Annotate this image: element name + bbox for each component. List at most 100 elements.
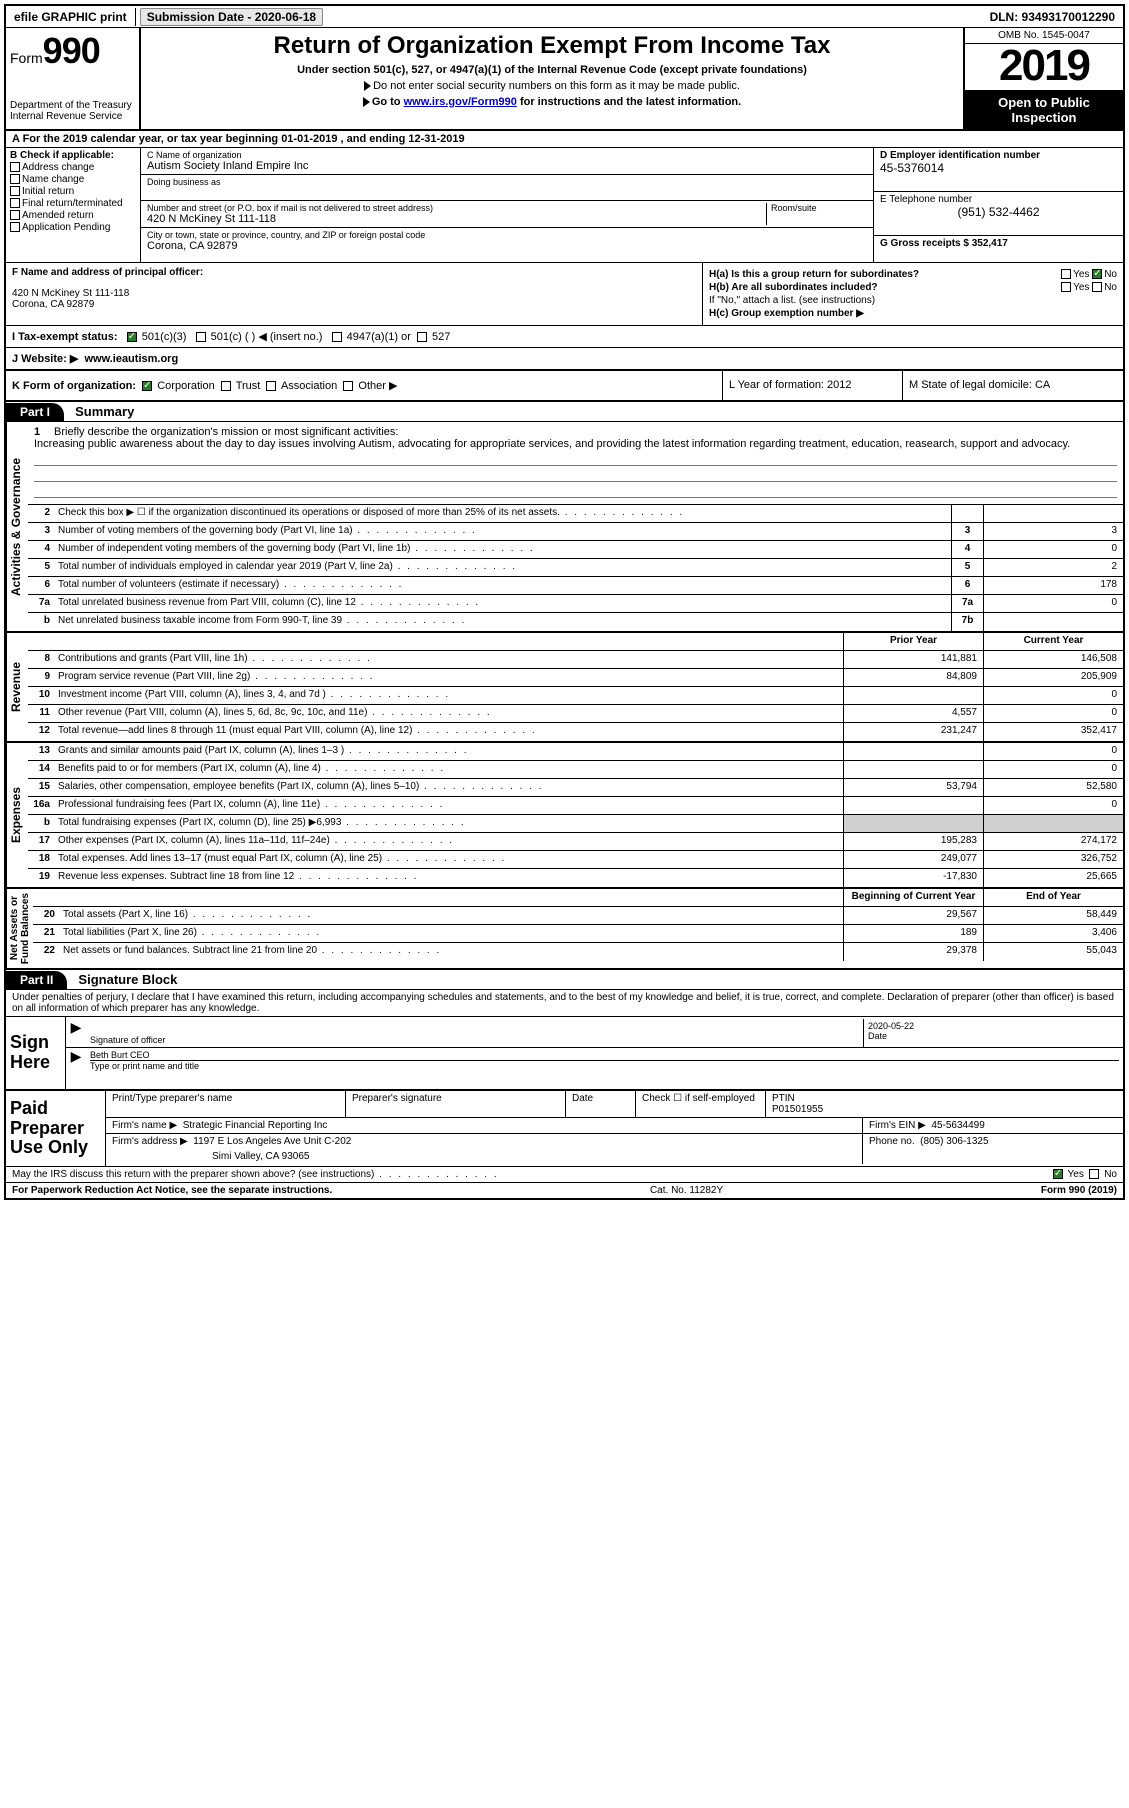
ein-val: 45-5376014	[880, 161, 1117, 175]
header-mid: Return of Organization Exempt From Incom…	[141, 28, 963, 129]
summary-line: 21 Total liabilities (Part X, line 26) 1…	[33, 925, 1123, 943]
chk-other[interactable]	[343, 381, 353, 391]
tel-val: (951) 532-4462	[880, 205, 1117, 219]
current-year-hdr: Current Year	[983, 633, 1123, 650]
footer-right: Form 990 (2019)	[1041, 1185, 1117, 1196]
sig-date-label: Date	[868, 1031, 1119, 1041]
subtitle-2: Do not enter social security numbers on …	[147, 80, 957, 92]
summary-line: 11 Other revenue (Part VIII, column (A),…	[28, 705, 1123, 723]
check-self-employed[interactable]: Check ☐ if self-employed	[636, 1091, 766, 1117]
rev-header-row: Prior Year Current Year	[28, 633, 1123, 651]
paid-preparer-section: Paid Preparer Use Only Print/Type prepar…	[6, 1091, 1123, 1167]
discuss-yes[interactable]	[1053, 1169, 1063, 1179]
dept-treasury: Department of the Treasury Internal Reve…	[10, 100, 135, 122]
prep-date-lbl: Date	[566, 1091, 636, 1117]
summary-line: 8 Contributions and grants (Part VIII, l…	[28, 651, 1123, 669]
part-i-title: Summary	[67, 402, 142, 421]
footer-left: For Paperwork Reduction Act Notice, see …	[12, 1185, 332, 1196]
firm-addr-label: Firm's address ▶	[112, 1136, 188, 1147]
tax-exempt-status: I Tax-exempt status: 501(c)(3) 501(c) ( …	[6, 326, 1123, 348]
activities-governance: Activities & Governance 1Briefly describ…	[6, 422, 1123, 633]
state-domicile: M State of legal domicile: CA	[903, 371, 1123, 400]
hb-yes[interactable]	[1061, 282, 1071, 292]
summary-line: 19 Revenue less expenses. Subtract line …	[28, 869, 1123, 887]
b-label: B Check if applicable:	[10, 150, 136, 161]
summary-line: b Net unrelated business taxable income …	[28, 613, 1123, 631]
header-left: Form990 Department of the Treasury Inter…	[6, 28, 141, 129]
triangle-icon: ▶	[66, 1019, 86, 1047]
chk-initial-return[interactable]: Initial return	[10, 186, 136, 197]
triangle-icon: ▶	[66, 1048, 86, 1073]
chk-final-return[interactable]: Final return/terminated	[10, 198, 136, 209]
addr-label: Number and street (or P.O. box if mail i…	[147, 203, 762, 213]
mission-text: Increasing public awareness about the da…	[34, 438, 1117, 450]
chk-trust[interactable]	[221, 381, 231, 391]
form-990-page: efile GRAPHIC print Submission Date - 20…	[4, 4, 1125, 1200]
discuss-no[interactable]	[1089, 1169, 1099, 1179]
org-name: Autism Society Inland Empire Inc	[147, 160, 867, 172]
paid-preparer-label: Paid Preparer Use Only	[6, 1091, 106, 1166]
part-i-header: Part I Summary	[6, 402, 1123, 422]
h-note: If "No," attach a list. (see instruction…	[709, 295, 1117, 306]
net-assets-section: Net Assets or Fund Balances Beginning of…	[6, 889, 1123, 970]
part-i-badge: Part I	[6, 403, 64, 421]
discuss-q: May the IRS discuss this return with the…	[12, 1169, 1053, 1180]
chk-amended[interactable]: Amended return	[10, 210, 136, 221]
ein-label: D Employer identification number	[880, 150, 1117, 161]
chk-501c[interactable]	[196, 332, 206, 342]
summary-line: 14 Benefits paid to or for members (Part…	[28, 761, 1123, 779]
tel-label: E Telephone number	[880, 194, 1117, 205]
chk-4947[interactable]	[332, 332, 342, 342]
ha-no[interactable]	[1092, 269, 1102, 279]
firm-city: Simi Valley, CA 93065	[212, 1151, 856, 1162]
header-right: OMB No. 1545-0047 2019 Open to Public In…	[963, 28, 1123, 129]
form-word: Form	[10, 50, 43, 66]
part-ii-header: Part II Signature Block	[6, 970, 1123, 990]
vtab-governance: Activities & Governance	[6, 422, 28, 631]
chk-527[interactable]	[417, 332, 427, 342]
summary-line: 12 Total revenue—add lines 8 through 11 …	[28, 723, 1123, 741]
hb-no[interactable]	[1092, 282, 1102, 292]
footer: For Paperwork Reduction Act Notice, see …	[6, 1183, 1123, 1198]
phone-label: Phone no.	[869, 1136, 915, 1147]
firm-name-label: Firm's name ▶	[112, 1120, 177, 1131]
ha-yes[interactable]	[1061, 269, 1071, 279]
submission-date: Submission Date - 2020-06-18	[140, 8, 323, 26]
section-bcd: B Check if applicable: Address change Na…	[6, 148, 1123, 263]
chk-name-change[interactable]: Name change	[10, 174, 136, 185]
chk-corp[interactable]	[142, 381, 152, 391]
chk-501c3[interactable]	[127, 332, 137, 342]
officer-name: Beth Burt CEO	[90, 1050, 1119, 1061]
sig-officer-label: Signature of officer	[90, 1035, 859, 1045]
firm-name-val: Strategic Financial Reporting Inc	[183, 1120, 328, 1131]
summary-line: 10 Investment income (Part VIII, column …	[28, 687, 1123, 705]
net-header-row: Beginning of Current Year End of Year	[33, 889, 1123, 907]
f-addr2: Corona, CA 92879	[12, 299, 696, 310]
summary-line: b Total fundraising expenses (Part IX, c…	[28, 815, 1123, 833]
website-val: www.ieautism.org	[84, 353, 178, 365]
firm-ein-val: 45-5634499	[931, 1120, 984, 1131]
hc-label: H(c) Group exemption number ▶	[709, 308, 864, 319]
row-a-calendar-year: A For the 2019 calendar year, or tax yea…	[6, 131, 1123, 148]
form-number: 990	[43, 30, 100, 71]
summary-line: 13 Grants and similar amounts paid (Part…	[28, 743, 1123, 761]
triangle-icon	[364, 81, 371, 91]
footer-mid: Cat. No. 11282Y	[332, 1185, 1041, 1196]
summary-line: 6 Total number of volunteers (estimate i…	[28, 577, 1123, 595]
ptin-label: PTIN	[772, 1093, 1117, 1104]
room-label: Room/suite	[771, 203, 867, 213]
col-c-org-info: C Name of organization Autism Society In…	[141, 148, 873, 262]
chk-address-change[interactable]: Address change	[10, 162, 136, 173]
chk-assoc[interactable]	[266, 381, 276, 391]
end-year-hdr: End of Year	[983, 889, 1123, 906]
top-bar: efile GRAPHIC print Submission Date - 20…	[6, 6, 1123, 28]
sign-here-label: Sign Here	[6, 1017, 66, 1089]
tax-year: 2019	[965, 44, 1123, 91]
firm-addr-val: 1197 E Los Angeles Ave Unit C-202	[193, 1136, 351, 1147]
firm-ein-label: Firm's EIN ▶	[869, 1120, 926, 1131]
irs-link[interactable]: www.irs.gov/Form990	[404, 96, 517, 108]
website-row: J Website: ▶ www.ieautism.org	[6, 348, 1123, 371]
chk-app-pending[interactable]: Application Pending	[10, 222, 136, 233]
summary-line: 9 Program service revenue (Part VIII, li…	[28, 669, 1123, 687]
part-ii-title: Signature Block	[70, 970, 185, 989]
